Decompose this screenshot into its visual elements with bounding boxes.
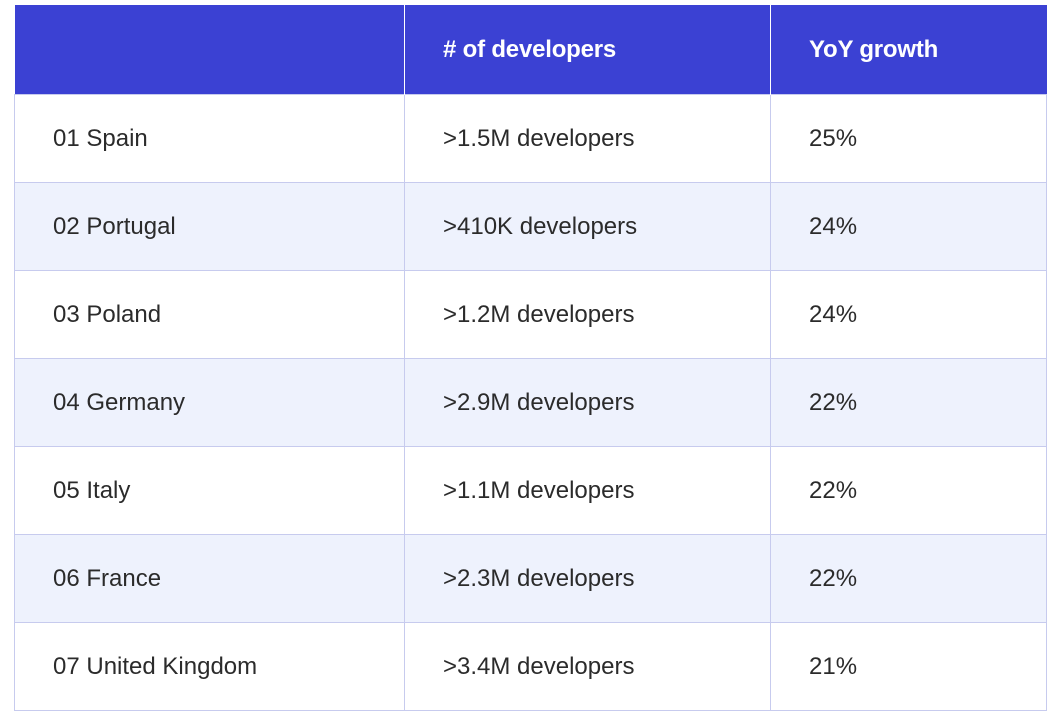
growth-cell: 22% [770, 358, 1047, 447]
table-row: 02 Portugal >410K developers 24% [14, 182, 1047, 271]
developers-cell: >1.1M developers [404, 446, 771, 535]
developers-cell: >2.3M developers [404, 534, 771, 623]
header-row: # of developers YoY growth [14, 5, 1047, 95]
country-cell: 04 Germany [14, 358, 405, 447]
country-cell: 07 United Kingdom [14, 622, 405, 711]
developers-cell: >3.4M developers [404, 622, 771, 711]
developer-growth-table: # of developers YoY growth 01 Spain >1.5… [14, 5, 1047, 711]
table-row: 05 Italy >1.1M developers 22% [14, 446, 1047, 535]
developers-cell: >1.2M developers [404, 270, 771, 359]
growth-cell: 21% [770, 622, 1047, 711]
growth-cell: 24% [770, 182, 1047, 271]
country-cell: 06 France [14, 534, 405, 623]
country-cell: 02 Portugal [14, 182, 405, 271]
country-cell: 03 Poland [14, 270, 405, 359]
country-cell: 01 Spain [14, 94, 405, 183]
growth-cell: 25% [770, 94, 1047, 183]
table-header: # of developers YoY growth [14, 5, 1047, 95]
header-yoy-growth: YoY growth [770, 5, 1047, 95]
table-body: 01 Spain >1.5M developers 25% 02 Portuga… [14, 94, 1047, 711]
table-container: # of developers YoY growth 01 Spain >1.5… [14, 5, 1047, 711]
table-row: 07 United Kingdom >3.4M developers 21% [14, 622, 1047, 711]
developers-cell: >1.5M developers [404, 94, 771, 183]
table-row: 06 France >2.3M developers 22% [14, 534, 1047, 623]
table-row: 01 Spain >1.5M developers 25% [14, 94, 1047, 183]
country-cell: 05 Italy [14, 446, 405, 535]
header-country [14, 5, 405, 95]
header-developers: # of developers [404, 5, 771, 95]
growth-cell: 24% [770, 270, 1047, 359]
table-row: 04 Germany >2.9M developers 22% [14, 358, 1047, 447]
growth-cell: 22% [770, 534, 1047, 623]
developers-cell: >2.9M developers [404, 358, 771, 447]
developers-cell: >410K developers [404, 182, 771, 271]
growth-cell: 22% [770, 446, 1047, 535]
table-row: 03 Poland >1.2M developers 24% [14, 270, 1047, 359]
